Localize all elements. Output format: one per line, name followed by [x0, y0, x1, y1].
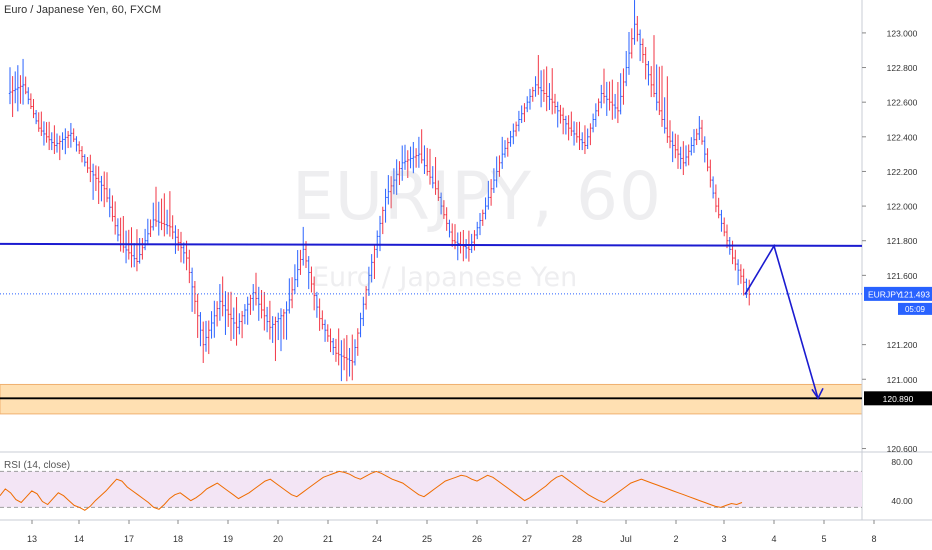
price-tick-label: 123.000 — [887, 28, 918, 38]
rsi-line — [0, 470, 743, 511]
watermark-symbol: EURJPY, 60 — [292, 158, 662, 235]
current-price-badge — [864, 286, 932, 301]
watermark-name: Euro / Japanese Yen — [312, 262, 578, 293]
chart-title: Euro / Japanese Yen, 60, FXCM — [4, 4, 162, 16]
support-price-badge — [864, 391, 932, 406]
support-badge-value: 120.890 — [883, 394, 914, 404]
rsi-indicator-label[interactable]: RSI (14, close) — [4, 460, 71, 471]
price-tick-label: 121.000 — [887, 375, 918, 385]
rsi-tick-label: 40.00 — [891, 496, 913, 506]
time-tick-label: 28 — [572, 534, 582, 544]
price-tick-label: 120.600 — [887, 444, 918, 454]
time-tick-label: 5 — [821, 534, 826, 544]
projection-arrowhead — [811, 387, 824, 400]
price-tick-label: 122.600 — [887, 98, 918, 108]
candles-layer — [8, 0, 751, 382]
price-tick-label: 122.400 — [887, 132, 918, 142]
time-tick-label: 24 — [372, 534, 382, 544]
rsi-panel-layer: 80.00 40.00 — [0, 457, 913, 511]
rsi-band — [0, 471, 862, 508]
time-tick-label: 27 — [522, 534, 532, 544]
levels-layer — [0, 242, 863, 400]
price-badge-symbol: EURJPY — [868, 289, 902, 299]
countdown-text: 05:09 — [905, 305, 926, 314]
time-tick-label: 17 — [124, 534, 134, 544]
price-axis-layer: 123.000 122.800 122.600 122.400 122.200 122.0… — [0, 0, 932, 521]
time-tick-label: 26 — [472, 534, 482, 544]
time-tick-label: 25 — [422, 534, 432, 544]
time-tick-label: 4 — [771, 534, 776, 544]
countdown-badge — [898, 302, 932, 315]
time-tick-label: 8 — [871, 534, 876, 544]
price-tick-label: 122.000 — [887, 202, 918, 212]
time-tick-label: 3 — [721, 534, 726, 544]
time-tick-label: 14 — [74, 534, 84, 544]
time-axis-layer: 13 14 17 18 19 20 21 24 25 26 27 28 Jul 2 3 4 5 8 — [27, 520, 877, 544]
time-tick-label: 19 — [223, 534, 233, 544]
rsi-tick-label: 80.00 — [891, 457, 913, 467]
time-tick-label: 18 — [173, 534, 183, 544]
time-tick-label: 21 — [323, 534, 333, 544]
time-tick-label: 2 — [673, 534, 678, 544]
price-badge-value: 121.493 — [899, 289, 930, 299]
price-tick-label: 121.200 — [887, 340, 918, 350]
price-tick-label: 121.600 — [887, 271, 918, 281]
price-tick-label: 122.200 — [887, 167, 918, 177]
resistance-line[interactable] — [0, 242, 863, 247]
price-tick-label: 122.800 — [887, 63, 918, 73]
time-tick-label: Jul — [620, 534, 632, 544]
projection-path[interactable] — [744, 243, 819, 399]
price-tick-label: 121.800 — [887, 236, 918, 246]
time-tick-label: 13 — [27, 534, 37, 544]
time-tick-label: 20 — [273, 534, 283, 544]
